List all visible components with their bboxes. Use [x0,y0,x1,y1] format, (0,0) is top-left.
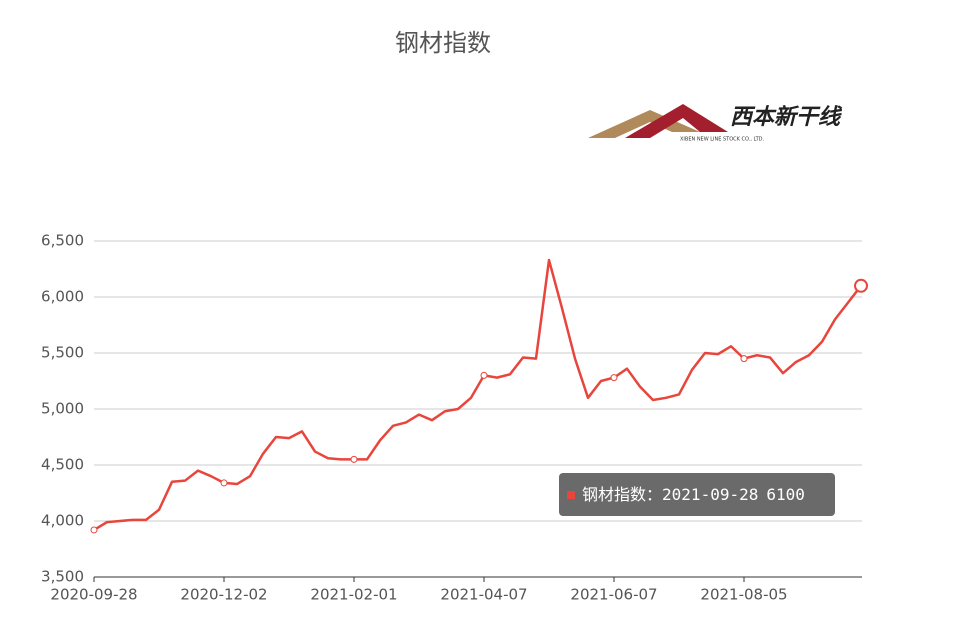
logo-shape [625,104,728,138]
tooltip-box [559,473,835,516]
y-tick-label: 6,000 [41,288,84,306]
y-tick-label: 4,000 [41,512,84,530]
point [740,355,748,363]
point [220,479,228,487]
logo: 西本新干线 XIBEN NEW LINE STOCK CO., LTD. [588,104,843,143]
point [610,374,618,382]
y-tick-label: 5,000 [41,400,84,418]
tooltip-series: 钢材指数 [582,485,646,504]
tooltip-marker [567,491,575,499]
x-tick-label: 2021-04-07 [440,586,527,604]
tooltip: 钢材指数：2021-09-28 6100 [559,473,835,516]
tooltip-value: 6100 [766,485,805,504]
point [854,278,868,293]
x-tick-label: 2020-12-02 [180,586,267,604]
logo-subtext: XIBEN NEW LINE STOCK CO., LTD. [680,137,765,143]
tooltip-text: 钢材指数：2021-09-28 6100 [582,485,805,504]
x-tick-label: 2021-06-07 [570,586,657,604]
chart-title: 钢材指数 [395,29,491,57]
point [350,455,358,463]
y-tick-label: 6,500 [41,232,84,250]
y-tick-label: 3,500 [41,568,84,586]
x-tick-label: 2021-02-01 [310,586,397,604]
x-tick-label: 2020-09-28 [50,586,137,604]
point [480,371,488,379]
point [90,526,98,534]
tooltip-date: 2021-09-28 [662,485,758,504]
y-tick-label: 5,500 [41,344,84,362]
y-tick-label: 4,500 [41,456,84,474]
tooltip-sep: ： [646,485,662,504]
logo-shape [588,110,700,138]
logo-text: 西本新干线 [730,104,843,130]
x-tick-label: 2021-08-05 [700,586,787,604]
